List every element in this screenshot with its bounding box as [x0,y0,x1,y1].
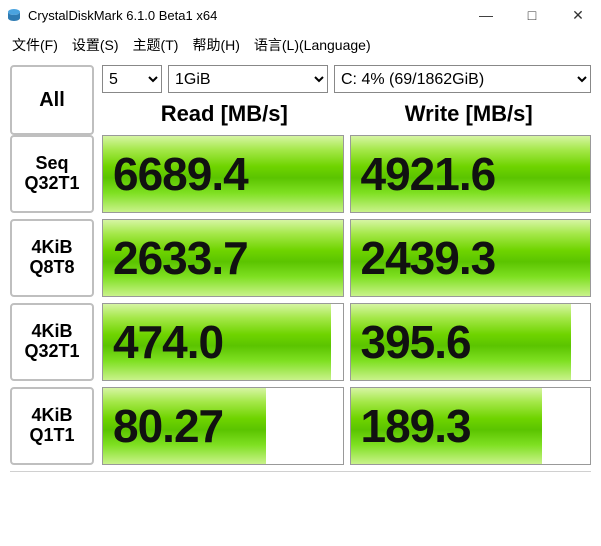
write-value-cell: 2439.3 [350,219,592,297]
test-label-2: Q1T1 [29,426,74,446]
window-title: CrystalDiskMark 6.1.0 Beta1 x64 [28,8,463,23]
menu-help[interactable]: 帮助(H) [186,33,245,57]
close-button[interactable]: ✕ [555,0,601,30]
statusbar [10,471,591,483]
read-header: Read [MB/s] [102,97,347,135]
test-label-2: Q32T1 [24,342,79,362]
menubar: 文件(F) 设置(S) 主题(T) 帮助(H) 语言(L)(Language) [0,30,601,63]
write-value: 2439.3 [361,231,496,285]
benchmark-row: 4KiBQ1T1 80.27 189.3 [10,387,591,465]
count-select[interactable]: 5 [102,65,162,93]
test-label-2: Q32T1 [24,174,79,194]
selectors: 5 1GiB C: 4% (69/1862GiB) Read [MB/s] Wr… [102,65,591,135]
test-label-1: 4KiB [31,322,72,342]
minimize-button[interactable]: — [463,0,509,30]
benchmark-row: 4KiBQ32T1 474.0 395.6 [10,303,591,381]
test-label-2: Q8T8 [29,258,74,278]
menu-settings[interactable]: 设置(S) [66,33,125,57]
read-value-cell: 6689.4 [102,135,344,213]
all-button-label: All [39,89,65,112]
app-icon [6,7,22,23]
write-value-cell: 4921.6 [350,135,592,213]
read-value-cell: 80.27 [102,387,344,465]
benchmark-row: SeqQ32T1 6689.4 4921.6 [10,135,591,213]
benchmark-rows: SeqQ32T16689.44921.64KiBQ8T82633.72439.3… [10,135,591,465]
selector-row: 5 1GiB C: 4% (69/1862GiB) [102,65,591,93]
test-label-1: Seq [35,154,68,174]
read-value: 80.27 [113,399,223,453]
menu-file[interactable]: 文件(F) [6,33,64,57]
write-header: Write [MB/s] [347,97,592,135]
read-value-cell: 2633.7 [102,219,344,297]
all-button[interactable]: All [10,65,94,135]
value-cells: 80.27 189.3 [102,387,591,465]
test-label-1: 4KiB [31,406,72,426]
test-button[interactable]: 4KiBQ1T1 [10,387,94,465]
benchmark-row: 4KiBQ8T8 2633.7 2439.3 [10,219,591,297]
size-select[interactable]: 1GiB [168,65,328,93]
write-value: 395.6 [361,315,471,369]
maximize-button[interactable]: □ [509,0,555,30]
read-value: 6689.4 [113,147,248,201]
value-cells: 474.0 395.6 [102,303,591,381]
test-button[interactable]: 4KiBQ32T1 [10,303,94,381]
value-cells: 6689.4 4921.6 [102,135,591,213]
read-value: 2633.7 [113,231,248,285]
menu-language[interactable]: 语言(L)(Language) [248,33,377,57]
value-cells: 2633.7 2439.3 [102,219,591,297]
test-button[interactable]: SeqQ32T1 [10,135,94,213]
content-area: All 5 1GiB C: 4% (69/1862GiB) Read [MB/s… [0,63,601,493]
top-row: All 5 1GiB C: 4% (69/1862GiB) Read [MB/s… [10,65,591,135]
drive-select[interactable]: C: 4% (69/1862GiB) [334,65,591,93]
read-value-cell: 474.0 [102,303,344,381]
write-value-cell: 395.6 [350,303,592,381]
test-label-1: 4KiB [31,238,72,258]
titlebar: CrystalDiskMark 6.1.0 Beta1 x64 — □ ✕ [0,0,601,30]
test-button[interactable]: 4KiBQ8T8 [10,219,94,297]
menu-theme[interactable]: 主题(T) [127,33,185,57]
write-value-cell: 189.3 [350,387,592,465]
write-value: 189.3 [361,399,471,453]
write-value: 4921.6 [361,147,496,201]
read-value: 474.0 [113,315,223,369]
header-row: Read [MB/s] Write [MB/s] [102,97,591,135]
